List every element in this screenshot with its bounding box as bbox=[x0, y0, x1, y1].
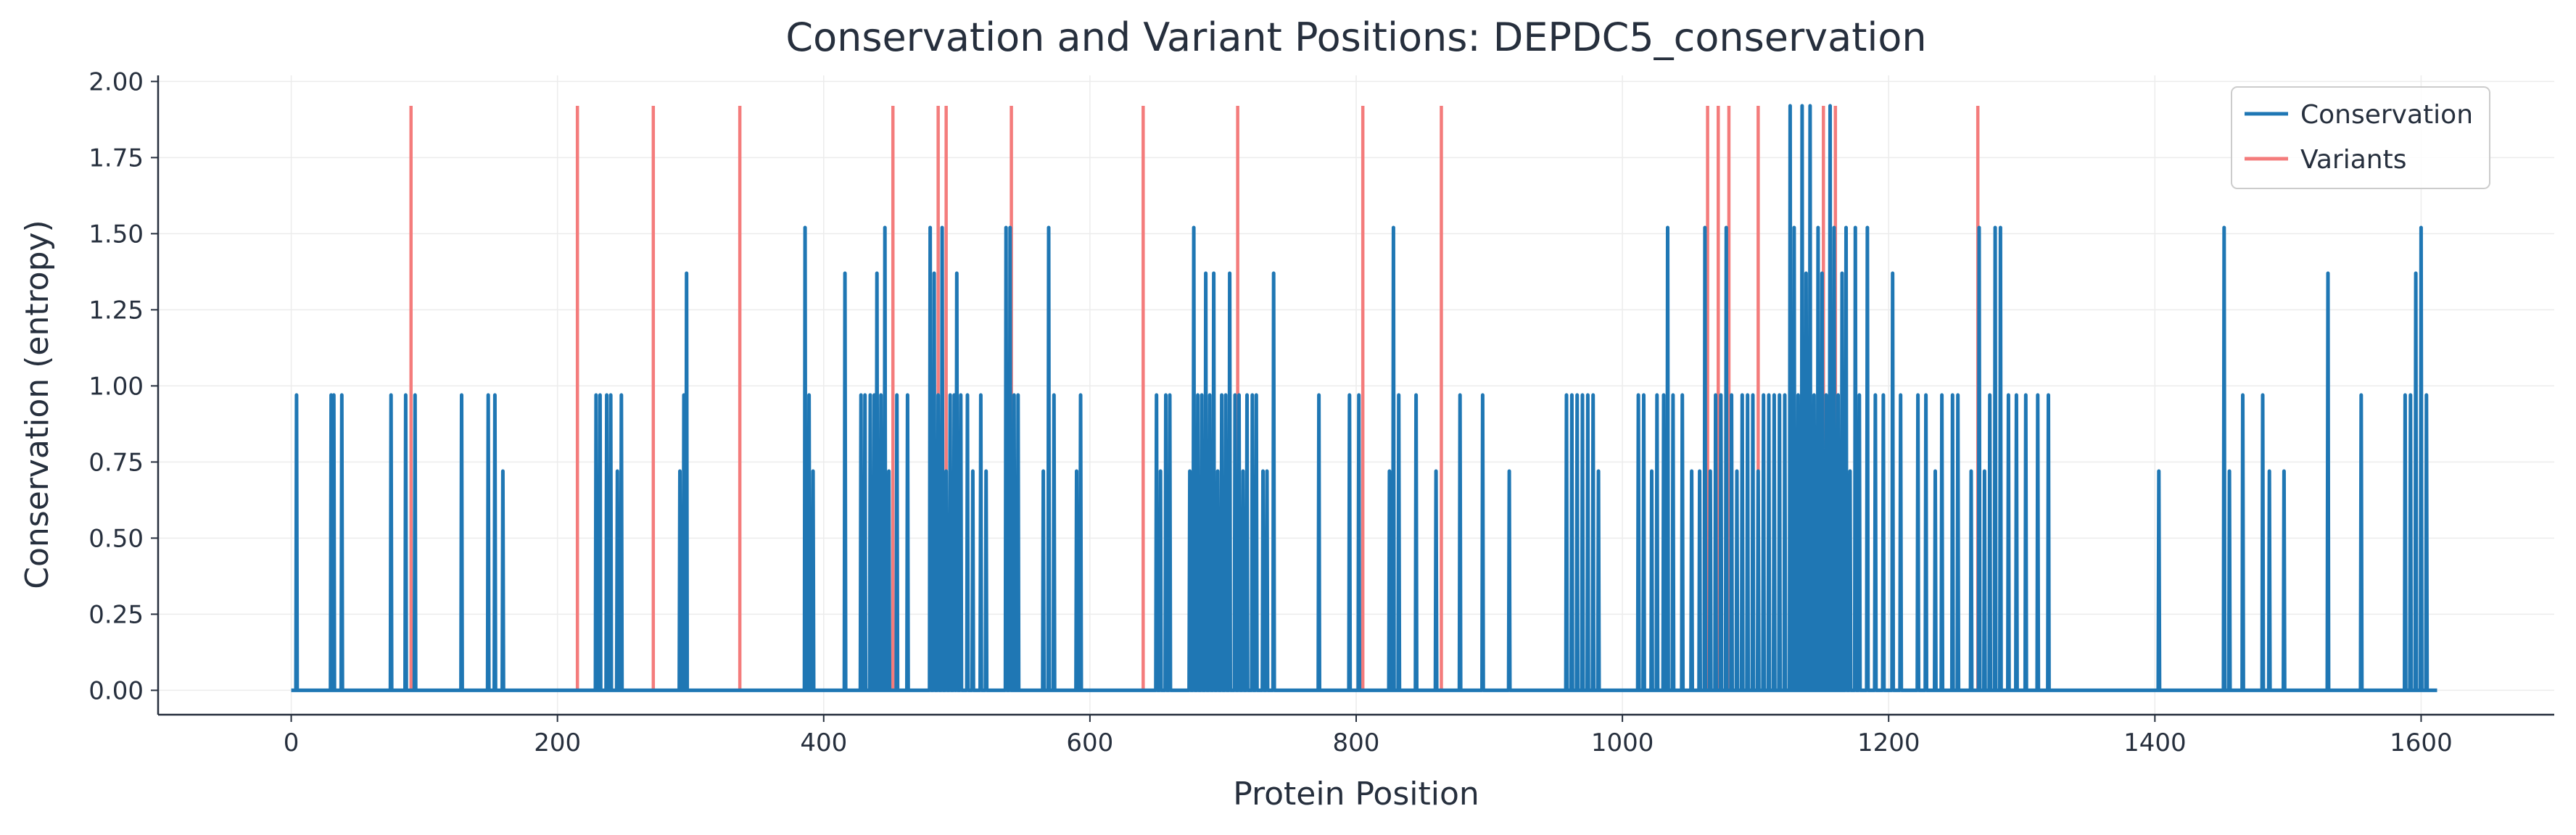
x-tick-label: 1400 bbox=[2123, 728, 2187, 757]
y-tick-label: 1.00 bbox=[88, 372, 144, 401]
x-tick-label: 1200 bbox=[1857, 728, 1920, 757]
y-tick-label: 2.00 bbox=[88, 67, 144, 96]
x-tick-label: 400 bbox=[800, 728, 847, 757]
legend-label-variants: Variants bbox=[2300, 145, 2406, 175]
x-tick-label: 0 bbox=[284, 728, 300, 757]
y-tick-label: 0.25 bbox=[88, 600, 144, 629]
x-tick-label: 800 bbox=[1333, 728, 1380, 757]
x-tick-label: 200 bbox=[534, 728, 581, 757]
chart-title: Conservation and Variant Positions: DEPD… bbox=[785, 14, 1926, 60]
y-tick-label: 0.00 bbox=[88, 676, 144, 705]
x-axis-label: Protein Position bbox=[1233, 776, 1479, 813]
variants-series bbox=[409, 106, 1980, 691]
y-tick-label: 0.75 bbox=[88, 448, 144, 477]
y-tick-label: 1.25 bbox=[88, 296, 144, 325]
y-tick-label: 1.50 bbox=[88, 220, 144, 249]
legend: Conservation Variants bbox=[2231, 86, 2490, 189]
x-tick-label: 1000 bbox=[1591, 728, 1654, 757]
y-axis-label: Conservation (entropy) bbox=[19, 220, 56, 589]
x-tick-label: 1600 bbox=[2390, 728, 2453, 757]
x-axis-ticks: 0 200 400 600 800 1000 1200 1400 1600 bbox=[284, 715, 2453, 757]
y-tick-label: 1.75 bbox=[88, 144, 144, 173]
conservation-series bbox=[291, 104, 2437, 692]
y-axis-ticks: 0.00 0.25 0.50 0.75 1.00 1.25 1.50 1.75 2.00 bbox=[88, 67, 158, 705]
conservation-line bbox=[291, 104, 2437, 692]
legend-label-conservation: Conservation bbox=[2300, 100, 2473, 130]
x-tick-label: 600 bbox=[1066, 728, 1113, 757]
y-tick-label: 0.50 bbox=[88, 524, 144, 553]
grid-lines bbox=[158, 75, 2554, 715]
legend-box bbox=[2231, 86, 2490, 189]
